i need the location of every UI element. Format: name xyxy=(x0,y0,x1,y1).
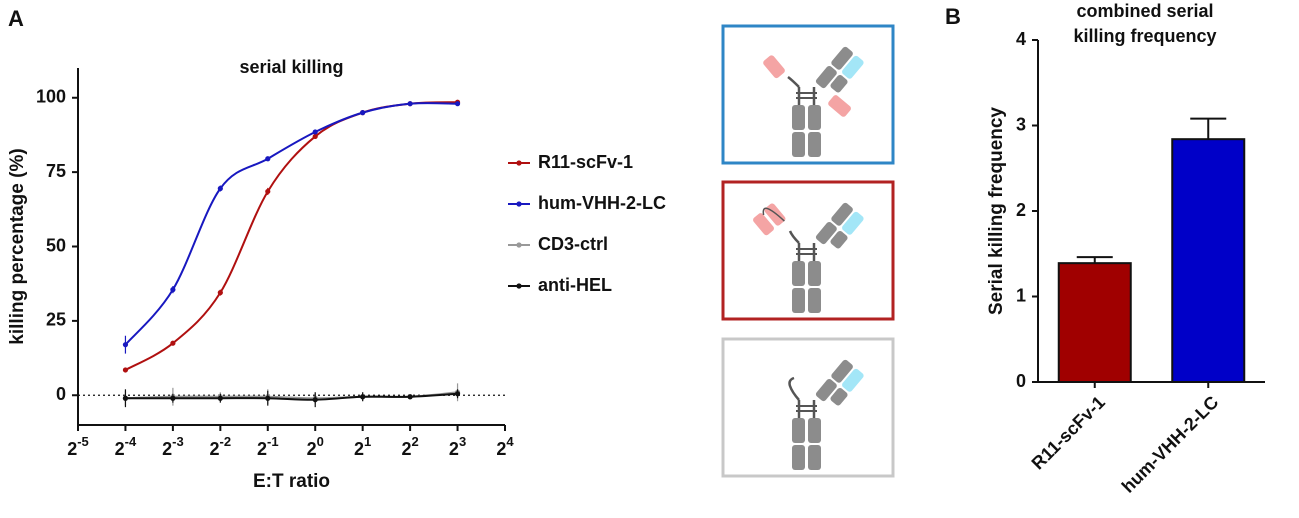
x-tick-label: 20 xyxy=(307,434,324,458)
data-point xyxy=(312,397,318,403)
data-point xyxy=(360,110,366,116)
y-axis-label: Serial killing frequency xyxy=(986,107,1007,315)
chart-title: combined serial xyxy=(1076,1,1213,21)
y-tick-label: 3 xyxy=(1016,114,1026,134)
data-point xyxy=(217,395,223,401)
x-tick-label: 2-4 xyxy=(115,434,137,458)
data-point xyxy=(122,342,129,348)
x-tick-label: 2-5 xyxy=(67,434,89,458)
legend-label: anti-HEL xyxy=(538,275,612,295)
chart-title: killing frequency xyxy=(1073,26,1216,46)
data-point xyxy=(407,394,413,400)
data-point xyxy=(265,156,271,162)
y-tick-label: 2 xyxy=(1016,200,1026,220)
data-point xyxy=(265,188,271,195)
diagram-scfv-vhh xyxy=(721,24,895,165)
x-tick-label: hum-VHH-2-LC xyxy=(1118,392,1223,497)
data-point xyxy=(170,287,176,293)
x-tick-label: 23 xyxy=(449,434,466,458)
panel-label: A xyxy=(8,6,24,31)
series-line xyxy=(124,102,458,346)
legend-marker xyxy=(516,201,522,207)
y-axis-label: killing percentage (%) xyxy=(7,148,28,344)
y-tick-label: 100 xyxy=(36,87,66,107)
data-point xyxy=(407,101,413,107)
data-point xyxy=(122,367,129,373)
data-point xyxy=(265,395,271,401)
y-tick-label: 4 xyxy=(1016,29,1026,49)
legend-label: R11-scFv-1 xyxy=(538,152,633,172)
data-point xyxy=(360,394,366,400)
bar xyxy=(1171,138,1246,383)
x-tick-label: 21 xyxy=(354,434,371,458)
x-tick-label: 2-3 xyxy=(162,434,184,458)
legend-label: CD3-ctrl xyxy=(538,234,608,254)
legend-marker xyxy=(516,242,522,248)
legend-marker xyxy=(516,283,522,289)
x-tick-label: R11-scFv-1 xyxy=(1028,392,1109,473)
bar xyxy=(1057,262,1132,383)
series-line xyxy=(125,392,458,401)
data-point xyxy=(217,185,223,192)
data-point xyxy=(312,133,318,140)
data-point xyxy=(170,395,176,401)
data-point xyxy=(122,395,129,401)
y-tick-label: 25 xyxy=(46,310,66,330)
data-point xyxy=(454,101,461,107)
x-axis-label: E:T ratio xyxy=(253,471,330,492)
x-tick-label: 2-2 xyxy=(210,434,232,458)
y-tick-label: 75 xyxy=(46,161,66,181)
data-point xyxy=(217,290,223,296)
series-line xyxy=(124,101,458,371)
y-tick-label: 1 xyxy=(1016,285,1026,305)
x-tick-label: 2-1 xyxy=(257,434,279,458)
diagram-scfv xyxy=(721,180,895,321)
legend-marker xyxy=(516,160,522,166)
diagram-ctrl xyxy=(721,337,895,478)
x-tick-label: 22 xyxy=(401,434,418,458)
data-point xyxy=(170,340,176,346)
legend-label: hum-VHH-2-LC xyxy=(538,193,666,213)
data-point xyxy=(312,129,318,135)
x-tick-label: 24 xyxy=(496,434,514,458)
y-tick-label: 0 xyxy=(56,384,66,404)
data-point xyxy=(454,391,461,397)
panel-label: B xyxy=(945,4,961,29)
y-tick-label: 50 xyxy=(46,235,66,255)
chart-title: serial killing xyxy=(239,57,343,77)
y-tick-label: 0 xyxy=(1016,371,1026,391)
